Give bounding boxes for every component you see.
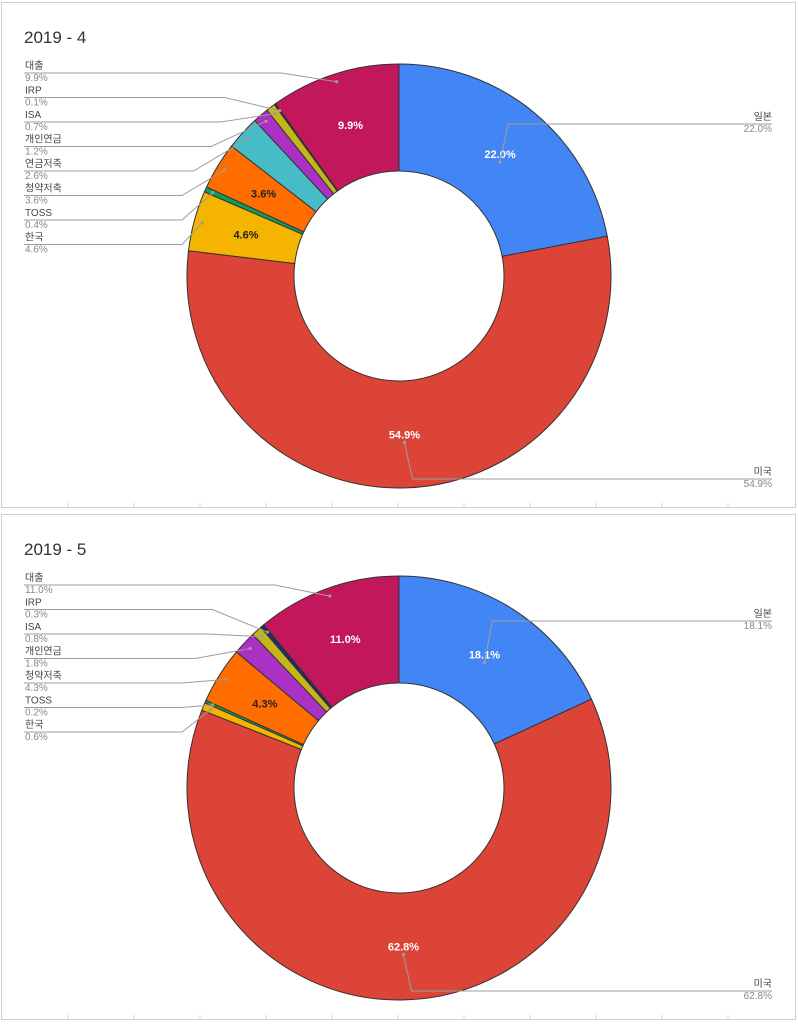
donut-chart-2019-4: 2019 - 422.0%54.9%4.6%3.6%9.9%대출9.9%IRP0… <box>24 28 772 507</box>
leader-dot-usa <box>402 440 407 445</box>
leader-line-korea <box>24 709 211 733</box>
legend-label-isa: ISA <box>25 622 41 633</box>
legend-pct-usa: 62.8% <box>744 991 772 1002</box>
slice-japan[interactable] <box>398 575 593 745</box>
leader-dot-korea <box>200 221 204 225</box>
legend-label-toss: TOSS <box>25 208 52 219</box>
legend-pct-toss: 0.2% <box>25 708 48 719</box>
legend-pct-loan: 9.9% <box>25 73 48 84</box>
leader-dot-loan <box>334 80 339 84</box>
legend-label-loan: 대출 <box>25 60 43 72</box>
leader-dot-korea <box>209 707 213 712</box>
legend-label-pension-savings: 연금저축 <box>25 158 62 170</box>
leader-line-housing-savings <box>24 678 227 684</box>
legend-label-irp: IRP <box>25 86 42 97</box>
legend-pct-irp: 0.1% <box>25 98 48 109</box>
leader-dot-toss <box>211 191 215 195</box>
legend-pct-korea: 0.6% <box>25 732 48 743</box>
leader-dot-japan <box>498 160 502 164</box>
legend-pct-pension-savings: 2.6% <box>25 171 48 182</box>
donut-chart-2019-5: 2019 - 518.1%62.8%4.3%11.0%대출11.0%IRP0.3… <box>24 540 772 1019</box>
leader-dot-housing-savings <box>224 677 228 682</box>
slice-value-label-loan: 11.0% <box>330 634 361 646</box>
leader-line-personal-pension <box>24 647 251 659</box>
slice-value-label-japan: 22.0% <box>484 149 515 161</box>
slice-value-label-loan: 9.9% <box>338 120 363 132</box>
leader-dot-usa <box>401 952 406 957</box>
leader-line-isa <box>24 633 263 638</box>
chart-panel-2019-4: 2019 - 4 22.0% 54.9% 4.6% 3.6% 9.9% 대출 9.9% IRP 0… <box>1 2 796 508</box>
leader-dot-japan <box>482 660 487 665</box>
chart-panel-2019-5: 2019 - 5 18.1% 62.8% 4.3% 11.0% 대출 11.0% IRP 0.3… <box>1 514 796 1020</box>
leader-dot-housing-savings <box>223 168 227 172</box>
slice-usa[interactable] <box>186 698 612 1001</box>
leader-line-pension-savings <box>24 137 249 172</box>
legend-pct-personal-pension: 1.2% <box>25 147 48 158</box>
leader-dot-pension-savings <box>246 136 251 140</box>
leader-dot-irp <box>278 108 282 113</box>
leader-line-loan <box>24 584 330 597</box>
chart-title: 2019 - 4 <box>24 28 86 47</box>
slice-value-label-housing-savings: 4.3% <box>252 699 277 711</box>
legend-pct-loan: 11.0% <box>25 585 53 596</box>
leader-line-isa <box>24 113 276 123</box>
legend-label-korea: 한국 <box>25 719 43 731</box>
leader-line-irp <box>24 97 280 112</box>
slice-value-label-korea: 4.6% <box>233 230 258 242</box>
leader-line-toss <box>24 704 213 708</box>
leader-line-usa <box>402 954 772 992</box>
leader-line-personal-pension <box>24 120 267 147</box>
leader-line-usa <box>403 442 772 480</box>
legend-label-usa: 미국 <box>754 978 772 990</box>
leader-dot-personal-pension <box>264 119 268 123</box>
legend-label-housing-savings: 청약저축 <box>25 183 62 195</box>
leader-dot-personal-pension <box>248 646 252 651</box>
leader-line-korea <box>24 222 203 245</box>
chart-title: 2019 - 5 <box>24 540 86 559</box>
leader-line-loan <box>24 72 337 83</box>
legend-pct-toss: 0.4% <box>25 220 48 231</box>
leader-line-toss <box>24 192 214 221</box>
legend-pct-japan: 22.0% <box>744 124 772 135</box>
legend-pct-personal-pension: 1.8% <box>25 659 48 670</box>
slice-value-label-japan: 18.1% <box>469 649 500 661</box>
leader-dot-toss <box>211 703 215 707</box>
slice-japan[interactable] <box>398 63 608 257</box>
legend-label-personal-pension: 개인연금 <box>25 646 62 658</box>
legend-label-housing-savings: 청약저축 <box>25 670 62 682</box>
slice-value-label-housing-savings: 3.6% <box>251 189 276 201</box>
legend-pct-usa: 54.9% <box>744 479 772 490</box>
slice-loan[interactable] <box>274 63 400 192</box>
legend-label-toss: TOSS <box>25 696 52 707</box>
legend-pct-housing-savings: 3.6% <box>25 196 48 207</box>
slice-value-label-usa: 54.9% <box>389 429 420 441</box>
legend-pct-japan: 18.1% <box>744 621 772 632</box>
legend-label-loan: 대출 <box>25 572 43 584</box>
legend-label-personal-pension: 개인연금 <box>25 134 62 146</box>
slice-value-label-usa: 62.8% <box>388 941 419 953</box>
legend-pct-isa: 0.8% <box>25 634 48 645</box>
leader-dot-irp <box>265 630 269 634</box>
leader-dot-loan <box>328 594 332 598</box>
leader-line-japan <box>499 123 772 162</box>
legend-pct-korea: 4.6% <box>25 245 48 256</box>
legend-label-irp: IRP <box>25 598 42 609</box>
legend-label-japan: 일본 <box>754 608 772 620</box>
legend-pct-isa: 0.7% <box>25 122 48 133</box>
leader-line-housing-savings <box>24 169 225 196</box>
legend-label-isa: ISA <box>25 110 41 121</box>
legend-label-japan: 일본 <box>754 111 772 123</box>
slice-usa[interactable] <box>186 235 612 489</box>
legend-label-korea: 한국 <box>25 232 43 244</box>
leader-line-irp <box>24 609 268 633</box>
legend-pct-irp: 0.3% <box>25 610 48 621</box>
slice-loan[interactable] <box>263 575 400 708</box>
legend-pct-housing-savings: 4.3% <box>25 683 48 694</box>
leader-dot-isa <box>273 112 278 116</box>
leader-line-japan <box>483 620 772 663</box>
legend-label-usa: 미국 <box>754 466 772 478</box>
leader-dot-isa <box>260 635 264 639</box>
